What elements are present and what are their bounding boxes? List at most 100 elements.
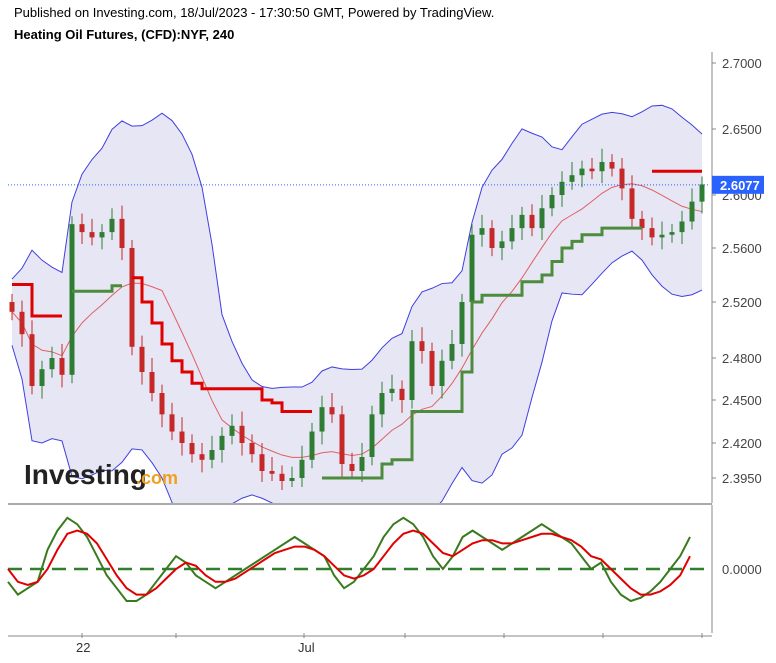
candle-up: [669, 232, 675, 235]
candle-down: [649, 228, 655, 238]
candle-down: [159, 393, 165, 415]
candle-down: [119, 218, 125, 248]
macd-line: [7, 516, 691, 603]
candle-up: [699, 184, 705, 202]
price-tick-label: 2.4800: [722, 351, 762, 366]
candle-down: [79, 224, 85, 233]
candle-down: [619, 168, 625, 189]
candle-down: [639, 218, 645, 229]
candle-up: [69, 224, 75, 375]
price-tick-label: 2.4200: [722, 436, 762, 451]
candle-up: [369, 414, 375, 457]
investing-logo: Investing: [24, 459, 147, 490]
candle-up: [659, 234, 665, 238]
candle-down: [239, 425, 245, 443]
instrument-title: Heating Oil Futures, (CFD):NYF, 240: [14, 27, 235, 42]
candle-up: [579, 168, 585, 176]
candle-down: [419, 341, 425, 351]
candle-down: [349, 464, 355, 471]
candle-up: [229, 425, 235, 436]
candle-down: [179, 431, 185, 443]
candle-down: [29, 334, 35, 386]
candle-down: [139, 346, 145, 372]
candle-down: [129, 248, 135, 347]
candle-up: [39, 369, 45, 386]
candle-down: [339, 414, 345, 464]
price-tick-label: 2.6500: [722, 122, 762, 137]
candle-down: [589, 168, 595, 172]
candle-up: [359, 457, 365, 471]
price-tick-label: 2.5200: [722, 295, 762, 310]
macd-signal-line: [7, 529, 691, 596]
candle-down: [249, 443, 255, 455]
trend-line-green: [72, 284, 122, 293]
candle-up: [469, 234, 475, 302]
price-tick-label: 2.5600: [722, 241, 762, 256]
candle-up: [599, 162, 605, 172]
last-price-tag: [712, 175, 764, 194]
candle-up: [679, 221, 685, 233]
time-tick-label: Jul: [298, 640, 315, 655]
candle-up: [479, 228, 485, 235]
candle-up: [289, 478, 295, 481]
candle-down: [259, 454, 265, 471]
last-price-label: 2.6077: [720, 178, 760, 193]
candle-up: [309, 431, 315, 460]
candle-down: [429, 351, 435, 386]
candle-down: [169, 414, 175, 432]
candle-down: [9, 302, 15, 312]
macd-tick-label: 0.0000: [722, 562, 762, 577]
candle-up: [689, 201, 695, 222]
candle-down: [149, 372, 155, 393]
bollinger-band-fill: [12, 105, 702, 503]
candle-down: [489, 228, 495, 248]
chart-header: Published on Investing.com, 18/Jul/2023 …: [14, 6, 494, 41]
candle-down: [399, 388, 405, 400]
price-tick-label: 2.3950: [722, 471, 762, 486]
candle-up: [569, 175, 575, 182]
candle-down: [629, 188, 635, 219]
investing-logo-suffix: .com: [136, 468, 178, 488]
candle-up: [219, 435, 225, 450]
trend-line-green: [322, 226, 642, 480]
candle-up: [559, 181, 565, 195]
candle-up: [509, 228, 515, 242]
trend-line-red: [12, 282, 62, 318]
bollinger-upper-line: [11, 104, 703, 389]
candle-up: [379, 393, 385, 415]
candle-down: [189, 443, 195, 455]
trend-line-red: [132, 276, 312, 413]
candle-up: [299, 459, 305, 478]
candle-up: [49, 358, 55, 370]
candle-up: [459, 302, 465, 344]
candle-up: [209, 450, 215, 460]
candle-down: [329, 407, 335, 415]
published-note: Published on Investing.com, 18/Jul/2023 …: [14, 5, 495, 20]
candle-up: [499, 241, 505, 248]
candle-down: [269, 471, 275, 474]
candle-down: [89, 232, 95, 238]
candle-up: [409, 341, 415, 400]
candle-up: [519, 214, 525, 229]
candle-up: [109, 218, 115, 233]
candle-down: [19, 311, 25, 335]
price-tick-label: 2.7000: [722, 56, 762, 71]
candle-up: [389, 388, 395, 393]
candle-down: [609, 162, 615, 169]
candle-up: [99, 232, 105, 238]
price-pane[interactable]: [9, 104, 705, 546]
candle-up: [439, 360, 445, 386]
moving-average-line: [11, 183, 703, 458]
candle-up: [319, 407, 325, 432]
candle-up: [449, 344, 455, 361]
time-tick-label: 22: [76, 640, 90, 655]
bollinger-lower-line: [11, 250, 703, 503]
candle-down: [199, 454, 205, 460]
candle-up: [549, 195, 555, 209]
candle-down: [59, 358, 65, 375]
price-tick-label: 2.4500: [722, 393, 762, 408]
candle-down: [279, 473, 285, 481]
candle-down: [529, 214, 535, 229]
candle-up: [539, 208, 545, 229]
